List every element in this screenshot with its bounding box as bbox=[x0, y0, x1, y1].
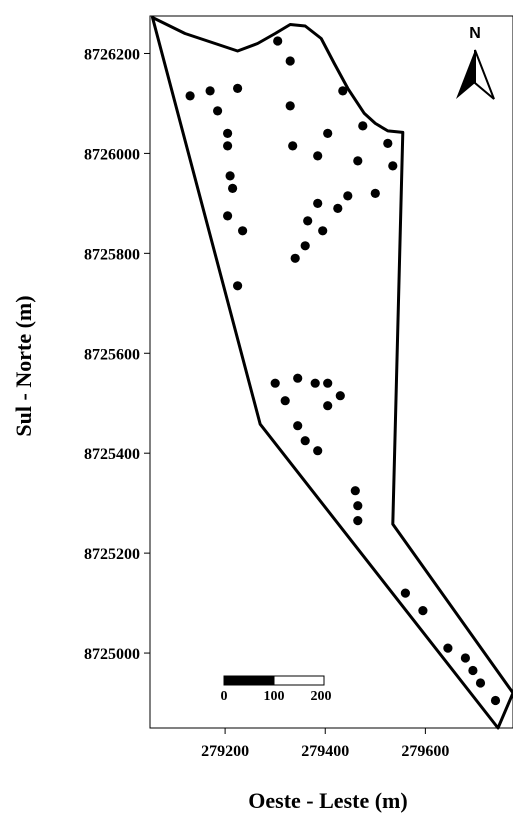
sample-point bbox=[318, 226, 328, 236]
sample-point bbox=[233, 83, 243, 93]
sample-point bbox=[338, 86, 348, 96]
sample-point bbox=[205, 86, 215, 96]
sample-point bbox=[293, 373, 303, 383]
sample-point bbox=[460, 653, 470, 663]
sample-point bbox=[400, 588, 410, 598]
sample-point bbox=[303, 216, 313, 226]
sample-point bbox=[228, 183, 238, 193]
y-tick-label: 8725000 bbox=[84, 646, 140, 663]
sample-point bbox=[288, 141, 298, 151]
sample-point bbox=[353, 516, 363, 526]
y-axis-title: Sul - Norte (m) bbox=[11, 295, 36, 436]
sample-point bbox=[468, 665, 478, 676]
x-tick-label: 279600 bbox=[401, 743, 449, 760]
north-arrow-label: N bbox=[469, 25, 481, 42]
sample-point bbox=[418, 606, 428, 616]
scale-label-200: 200 bbox=[311, 689, 332, 704]
scale-label-100: 100 bbox=[264, 689, 285, 704]
sample-point bbox=[323, 128, 333, 138]
scale-bar: 0 100 200 bbox=[221, 675, 332, 704]
sample-point bbox=[388, 161, 398, 171]
sample-point bbox=[333, 203, 343, 213]
sample-point bbox=[280, 396, 290, 406]
sample-point bbox=[293, 421, 303, 431]
sample-point bbox=[350, 486, 360, 496]
sample-point bbox=[310, 378, 320, 388]
y-tick-label: 8725600 bbox=[84, 346, 140, 363]
sample-point bbox=[233, 281, 243, 291]
sample-point bbox=[223, 211, 233, 221]
sample-point bbox=[313, 151, 323, 161]
sample-points bbox=[185, 36, 501, 706]
north-arrow: N bbox=[456, 25, 495, 100]
y-tick-label: 8725800 bbox=[84, 246, 140, 263]
sample-point bbox=[353, 501, 363, 511]
field-boundary bbox=[151, 16, 513, 730]
sample-point bbox=[343, 191, 353, 201]
sample-point bbox=[443, 643, 453, 653]
sample-point bbox=[383, 138, 393, 148]
sample-point bbox=[300, 241, 310, 251]
y-axis-ticks: 8725000 8725200 8725400 8725600 8725800 87260… bbox=[84, 46, 150, 663]
sample-point bbox=[238, 226, 248, 236]
sample-point bbox=[323, 378, 333, 388]
sample-point bbox=[223, 128, 233, 138]
scale-bar-black-segment bbox=[223, 675, 275, 686]
x-axis-title: Oeste - Leste (m) bbox=[248, 788, 407, 813]
sample-point bbox=[185, 91, 195, 101]
sample-point bbox=[335, 391, 345, 401]
sample-point bbox=[313, 446, 323, 456]
sample-point bbox=[273, 36, 283, 46]
sample-point bbox=[270, 378, 280, 388]
scale-label-0: 0 bbox=[221, 689, 228, 704]
x-axis-ticks: 279200 279400 279600 bbox=[201, 728, 449, 760]
y-tick-label: 8726000 bbox=[84, 146, 140, 163]
scale-bar-white-segment bbox=[273, 675, 325, 686]
y-tick-label: 8725200 bbox=[84, 546, 140, 563]
sample-point bbox=[323, 401, 333, 411]
y-tick-label: 8726200 bbox=[84, 46, 140, 63]
sample-point bbox=[290, 253, 300, 263]
sample-point bbox=[475, 678, 486, 688]
sample-point bbox=[313, 198, 323, 208]
sample-point bbox=[370, 188, 380, 198]
sample-point bbox=[213, 106, 223, 116]
sample-point bbox=[353, 156, 363, 166]
plot-frame bbox=[149, 15, 513, 729]
north-arrow-right-icon bbox=[474, 49, 495, 100]
sample-point bbox=[285, 101, 295, 111]
sample-point bbox=[223, 141, 233, 151]
north-arrow-left-icon bbox=[456, 50, 475, 99]
sample-point bbox=[490, 695, 501, 706]
x-tick-label: 279200 bbox=[201, 743, 249, 760]
sample-point bbox=[300, 436, 310, 446]
sample-point bbox=[358, 121, 368, 131]
y-tick-label: 8725400 bbox=[84, 446, 140, 463]
sample-point bbox=[285, 56, 295, 66]
sample-point bbox=[225, 171, 235, 181]
x-tick-label: 279400 bbox=[301, 743, 349, 760]
